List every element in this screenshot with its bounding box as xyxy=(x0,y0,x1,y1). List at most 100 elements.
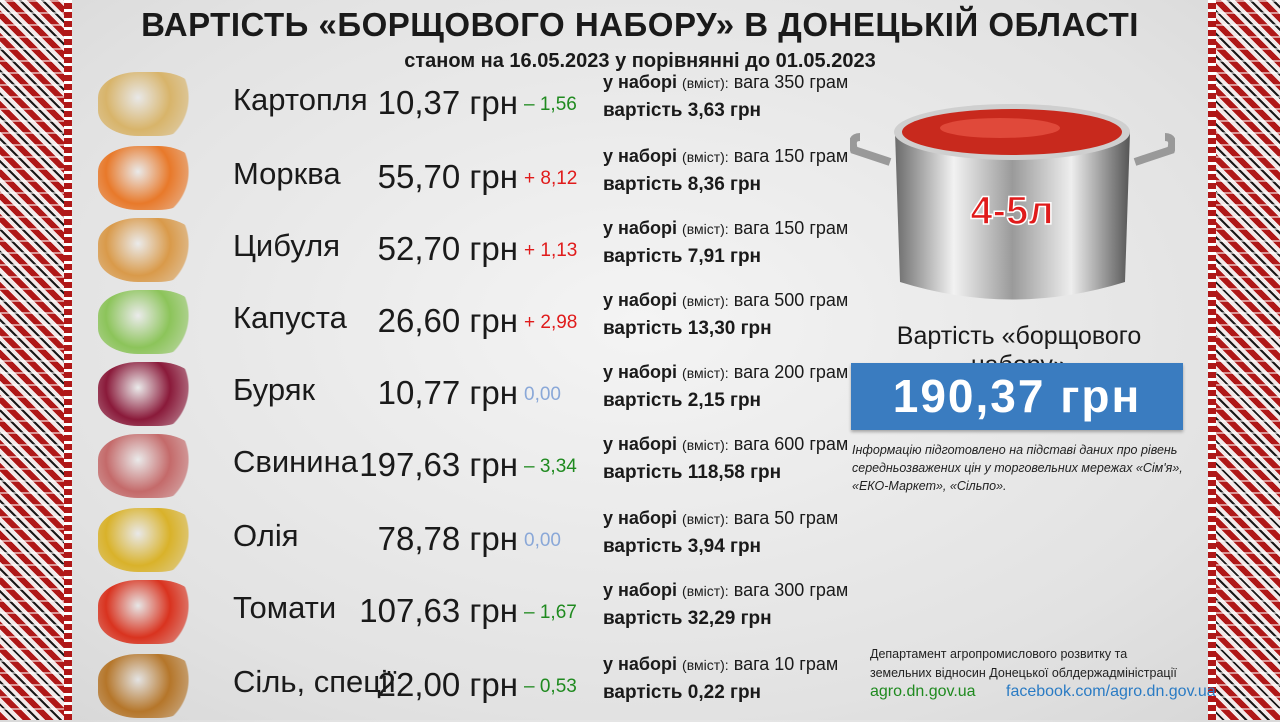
price-change: – 1,56 xyxy=(524,94,577,115)
footer-links: agro.dn.gov.ua facebook.com/agro.dn.gov.… xyxy=(870,683,1216,701)
page-subtitle: станом на 16.05.2023 у порівнянні до 01.… xyxy=(404,50,876,72)
product-price: 10,77 грн xyxy=(377,374,518,411)
product-price: 197,63 грн xyxy=(359,446,518,483)
product-row: Цибуля 52,70 грн + 1,13 у наборі (вміст)… xyxy=(90,214,850,286)
pot-volume-label: 4-5л xyxy=(970,189,1053,233)
in-set-label: у наборі xyxy=(603,290,678,310)
content-label: (вміст): xyxy=(682,657,729,673)
pork-icon xyxy=(98,434,198,498)
set-cost: 118,58 грн xyxy=(687,462,782,483)
price-change: – 0,53 xyxy=(524,676,577,697)
cost-label: вартість xyxy=(603,682,683,703)
cost-label: вартість xyxy=(603,174,683,195)
cost-label: вартість xyxy=(603,100,683,121)
product-name: Сіль, спеції xyxy=(233,664,397,699)
price-change: 0,00 xyxy=(524,384,561,405)
product-price: 10,37 грн xyxy=(377,84,518,121)
source-note: Інформацію підготовлено на підставі дани… xyxy=(852,443,1183,493)
set-weight: 600 грам xyxy=(774,434,849,454)
set-details: у наборі (вміст): вага 300 грам вартість… xyxy=(603,576,848,633)
content-label: (вміст): xyxy=(682,511,729,527)
product-name: Цибуля xyxy=(233,228,341,263)
in-set-label: у наборі xyxy=(603,508,678,528)
set-weight: 150 грам xyxy=(774,146,849,166)
carrot-icon xyxy=(98,146,198,210)
in-set-label: у наборі xyxy=(603,146,678,166)
product-name: Морква xyxy=(233,156,341,191)
cabbage-icon xyxy=(98,290,198,354)
oil-icon xyxy=(98,508,198,572)
potato-icon xyxy=(98,72,198,136)
content-label: (вміст): xyxy=(682,149,729,165)
product-row: Свинина 197,63 грн – 3,34 у наборі (вміс… xyxy=(90,430,850,502)
product-name: Картопля xyxy=(233,82,368,117)
set-weight: 350 грам xyxy=(774,72,849,92)
total-value: 190,37 грн xyxy=(851,363,1183,430)
product-row: Сіль, спеції 22,00 грн – 0,53 у наборі (… xyxy=(90,650,850,722)
content-label: (вміст): xyxy=(682,221,729,237)
product-row: Картопля 10,37 грн – 1,56 у наборі (вміс… xyxy=(90,68,850,140)
weight-label: вага xyxy=(733,290,770,310)
cost-label: вартість xyxy=(603,608,683,629)
weight-label: вага xyxy=(733,654,770,674)
product-name: Томати xyxy=(233,590,337,625)
set-details: у наборі (вміст): вага 350 грам вартість… xyxy=(603,68,848,125)
set-weight: 10 грам xyxy=(774,654,839,674)
set-details: у наборі (вміст): вага 10 грам вартість … xyxy=(603,650,838,707)
content-label: (вміст): xyxy=(682,437,729,453)
product-name: Свинина xyxy=(233,444,358,479)
in-set-label: у наборі xyxy=(603,72,678,92)
product-row: Буряк 10,77 грн 0,00 у наборі (вміст): в… xyxy=(90,358,850,430)
set-weight: 300 грам xyxy=(774,580,849,600)
spices-icon xyxy=(98,654,198,718)
set-details: у наборі (вміст): вага 600 грам вартість… xyxy=(603,430,848,487)
set-cost: 3,94 грн xyxy=(687,536,762,557)
set-details: у наборі (вміст): вага 150 грам вартість… xyxy=(603,142,848,199)
set-cost: 3,63 грн xyxy=(687,100,762,121)
site-link[interactable]: agro.dn.gov.ua xyxy=(870,683,976,700)
set-cost: 8,36 грн xyxy=(687,174,762,195)
product-price: 26,60 грн xyxy=(377,302,518,339)
set-weight: 500 грам xyxy=(774,290,849,310)
borscht-pot-icon: 4-5л xyxy=(850,104,1175,300)
cost-label: вартість xyxy=(603,536,683,557)
product-row: Томати 107,63 грн – 1,67 у наборі (вміст… xyxy=(90,576,850,648)
content-label: (вміст): xyxy=(682,293,729,309)
set-details: у наборі (вміст): вага 50 грам вартість … xyxy=(603,504,838,561)
price-change: + 2,98 xyxy=(524,312,578,333)
set-details: у наборі (вміст): вага 500 грам вартість… xyxy=(603,286,848,343)
weight-label: вага xyxy=(733,362,770,382)
product-price: 22,00 грн xyxy=(377,666,518,703)
set-weight: 200 грам xyxy=(774,362,849,382)
price-change: – 1,67 xyxy=(524,602,577,623)
set-cost: 0,22 грн xyxy=(687,682,762,703)
product-name: Капуста xyxy=(233,300,347,335)
product-row: Капуста 26,60 грн + 2,98 у наборі (вміст… xyxy=(90,286,850,358)
onion-icon xyxy=(98,218,198,282)
set-details: у наборі (вміст): вага 200 грам вартість… xyxy=(603,358,848,415)
weight-label: вага xyxy=(733,218,770,238)
set-details: у наборі (вміст): вага 150 грам вартість… xyxy=(603,214,848,271)
cost-label: вартість xyxy=(603,318,683,339)
set-cost: 2,15 грн xyxy=(687,390,762,411)
cost-label: вартість xyxy=(603,246,683,267)
product-price: 55,70 грн xyxy=(377,158,518,195)
price-change: – 3,34 xyxy=(524,456,577,477)
in-set-label: у наборі xyxy=(603,654,678,674)
product-name: Буряк xyxy=(233,372,316,407)
ornament-border-right xyxy=(1208,0,1280,720)
in-set-label: у наборі xyxy=(603,580,678,600)
product-row: Морква 55,70 грн + 8,12 у наборі (вміст)… xyxy=(90,142,850,214)
set-cost: 7,91 грн xyxy=(687,246,762,267)
price-change: 0,00 xyxy=(524,530,561,551)
facebook-link[interactable]: facebook.com/agro.dn.gov.ua xyxy=(1006,683,1216,700)
set-weight: 150 грам xyxy=(774,218,849,238)
product-name: Олія xyxy=(233,518,299,553)
department-line: Департамент агропромислового розвитку та xyxy=(870,647,1128,661)
beet-icon xyxy=(98,362,198,426)
price-change: + 8,12 xyxy=(524,168,578,189)
weight-label: вага xyxy=(733,146,770,166)
product-price: 78,78 грн xyxy=(377,520,518,557)
page-title: ВАРТІСТЬ «БОРЩОВОГО НАБОРУ» В ДОНЕЦЬКІЙ … xyxy=(141,6,1139,43)
product-price: 52,70 грн xyxy=(377,230,518,267)
